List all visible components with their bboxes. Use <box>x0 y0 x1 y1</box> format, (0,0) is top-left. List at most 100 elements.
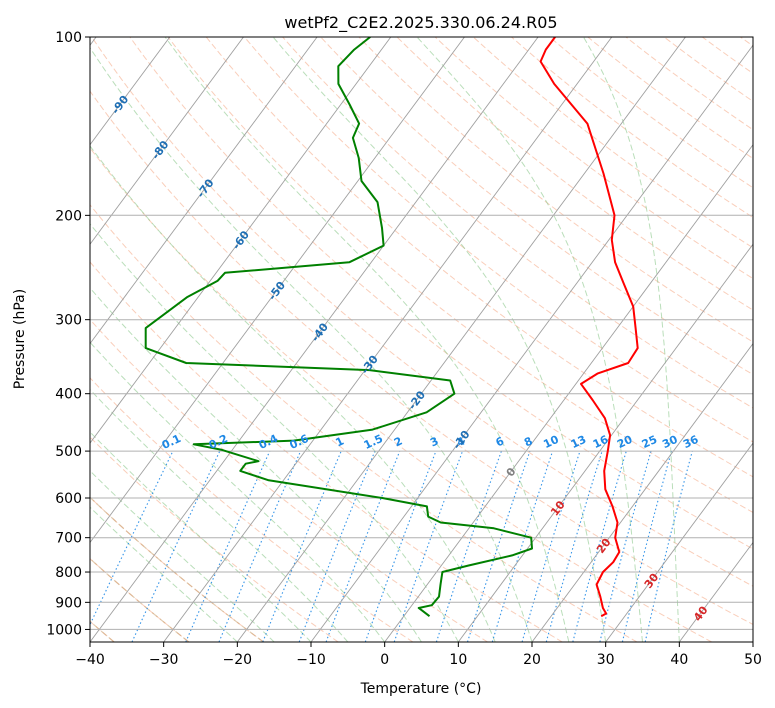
mixing-ratio-label: 0.2 <box>207 432 230 452</box>
axes: −40 −30 −20 −10 0 10 20 30 40 5010020030040050060… <box>46 30 762 668</box>
dry-adiabat <box>90 147 712 642</box>
dry-adiabat <box>740 37 753 47</box>
moist-adiabat <box>164 37 570 642</box>
isotherm-label: 40 <box>691 604 711 624</box>
isotherm-label: -70 <box>194 176 217 200</box>
x-tick-label: 0 <box>380 652 389 668</box>
dry-adiabat <box>90 436 339 642</box>
x-axis-label: Temperature (°C) <box>360 681 482 697</box>
line-labels: 0.1 0.2 0.4 0.6 1 1.5 2 3 4 6 8 10 13 16 20 25 30 36-100-… <box>61 51 711 624</box>
mixing-ratio-line <box>325 450 401 642</box>
x-tick-label: −10 <box>296 652 326 668</box>
dry-adiabat <box>434 37 753 280</box>
mixing-ratio-line <box>364 450 437 642</box>
y-tick-label: 200 <box>55 208 82 224</box>
y-axis-label: Pressure (hPa) <box>12 289 28 389</box>
mixing-ratio-line <box>262 450 342 642</box>
mixing-ratio-line <box>572 450 627 642</box>
plot-frame <box>89 36 754 643</box>
y-tick-label: 300 <box>55 313 82 329</box>
mixing-ratio-label: 6 <box>494 434 507 449</box>
mixing-ratio-line <box>185 450 271 642</box>
x-tick-label: 50 <box>744 652 762 668</box>
isotherm-label: 30 <box>642 571 662 591</box>
y-tick-label: 400 <box>55 387 82 403</box>
dry-adiabat <box>396 37 753 311</box>
isotherm-line <box>90 37 465 544</box>
dry-adiabat <box>90 204 638 642</box>
moist-adiabat <box>90 46 533 642</box>
isotherm-line <box>384 143 753 642</box>
moist-adiabat <box>90 388 349 642</box>
y-tick-label: 100 <box>55 30 82 46</box>
y-tick-label: 700 <box>55 531 82 547</box>
mixing-ratio-line <box>621 450 673 642</box>
isotherm-label: -100 <box>61 51 88 81</box>
x-tick-label: 20 <box>523 652 541 668</box>
series-dewpoint <box>144 37 533 617</box>
x-tick-label: −40 <box>75 652 105 668</box>
y-tick-label: 500 <box>55 444 82 460</box>
y-tick-label: 900 <box>55 595 82 611</box>
moist-adiabat <box>272 37 607 642</box>
dry-adiabat <box>129 37 753 550</box>
mixing-ratio-line <box>393 450 464 642</box>
dry-adiabat <box>90 377 414 642</box>
isotherm-line <box>90 37 318 345</box>
background-lines <box>90 37 753 642</box>
mixing-ratio-line <box>599 450 652 642</box>
isotherm-label: -90 <box>109 93 132 117</box>
isotherm-line <box>605 442 753 642</box>
x-tick-label: 30 <box>597 652 615 668</box>
mixing-ratio-label: 0.1 <box>160 432 183 452</box>
mixing-ratio-label: 30 <box>660 433 680 451</box>
dry-adiabat <box>472 37 753 249</box>
isotherm-label: -40 <box>309 320 332 344</box>
isotherm-label: -80 <box>149 138 172 162</box>
chart-title: wetPf2_C2E2.2025.330.06.24.R05 <box>284 13 557 33</box>
dry-adiabat <box>663 37 753 102</box>
mixing-ratio-label: 16 <box>591 433 611 451</box>
dry-adiabat <box>358 37 753 343</box>
y-tick-label: 800 <box>55 565 82 581</box>
dry-adiabat-cold <box>90 496 264 642</box>
isotherm-label: -10 <box>450 428 473 452</box>
mixing-ratio-label: 20 <box>615 433 635 451</box>
mixing-ratio-line <box>644 450 693 642</box>
mixing-ratio-label: 1.5 <box>362 432 385 452</box>
mixing-ratio-label: 2 <box>392 434 404 449</box>
isotherm-line <box>90 37 539 642</box>
dry-adiabat <box>511 37 753 219</box>
isotherm-line <box>752 641 753 642</box>
x-tick-label: −30 <box>149 652 179 668</box>
isotherm-label: -60 <box>230 228 253 252</box>
mixing-ratio-label: 25 <box>640 433 659 451</box>
moist-adiabat <box>90 341 386 642</box>
dry-adiabat <box>90 90 753 626</box>
isotherm-line <box>457 243 753 642</box>
mixing-ratio-label: 36 <box>681 433 701 451</box>
mixing-ratio-label: 1 <box>334 434 346 449</box>
series-temperature <box>539 37 639 618</box>
mixing-ratio-line <box>491 450 554 642</box>
dry-adiabat <box>90 557 190 642</box>
dry-adiabat <box>549 37 753 189</box>
isotherm-line <box>90 37 171 146</box>
y-tick-label: 600 <box>55 491 82 507</box>
mixing-ratio-label: 10 <box>541 433 561 451</box>
isotherm-line <box>310 44 753 642</box>
isotherm-line <box>236 37 686 642</box>
x-tick-label: −20 <box>223 652 253 668</box>
mixing-ratio-label: 13 <box>569 433 588 451</box>
moist-adiabat <box>90 470 275 642</box>
isotherm-label: -50 <box>266 279 289 303</box>
moist-adiabat <box>90 145 496 642</box>
dry-adiabat-cold <box>90 557 190 642</box>
dry-adiabat <box>320 37 753 376</box>
x-tick-label: 10 <box>449 652 467 668</box>
isotherm-label: 0 <box>504 465 519 479</box>
dry-adiabat <box>702 37 753 75</box>
isotherm-label: 10 <box>548 498 568 518</box>
